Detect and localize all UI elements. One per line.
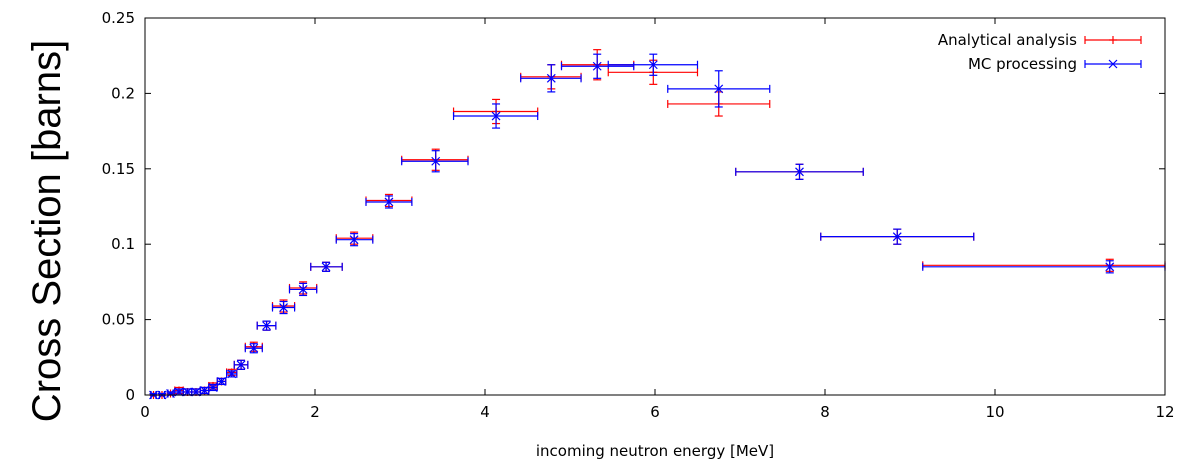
x-tick-label: 6 (650, 403, 660, 421)
x-tick-label: 12 (1155, 403, 1174, 421)
data-point (256, 320, 277, 331)
data-point (452, 103, 539, 129)
legend: Analytical analysis MC processing (938, 31, 1142, 73)
legend-symbol (1084, 36, 1142, 44)
data-point (216, 377, 227, 386)
x-tick-label: 10 (985, 403, 1004, 421)
data-point (520, 64, 582, 93)
y-tick-label: 0.2 (111, 84, 135, 102)
legend-label: Analytical analysis (938, 31, 1077, 49)
data-point (667, 70, 771, 108)
data-point (244, 343, 263, 354)
y-tick-label: 0.1 (111, 235, 135, 253)
data-point (922, 260, 1166, 274)
data-point (208, 383, 218, 392)
x-tick-label: 8 (820, 403, 830, 421)
data-point (310, 261, 343, 272)
data-point (233, 359, 249, 370)
legend-symbol (1084, 59, 1142, 69)
data-point (365, 195, 413, 209)
data-point (560, 53, 635, 79)
x-tick-label: 4 (480, 403, 490, 421)
y-tick-label: 0.25 (102, 9, 135, 27)
data-point (288, 282, 318, 297)
y-tick-label: 0.15 (102, 160, 135, 178)
x-tick-label: 2 (310, 403, 320, 421)
y-tick-label: 0 (125, 386, 135, 404)
data-point (820, 228, 975, 245)
data-point (607, 53, 699, 76)
data-point (199, 386, 210, 395)
data-point (271, 300, 296, 315)
y-axis-label: Cross Section [barns] (25, 40, 69, 422)
x-axis-label: incoming neutron energy [MeV] (536, 442, 774, 460)
data-point (735, 163, 864, 180)
legend-item: MC processing (968, 55, 1142, 73)
data-point (335, 233, 374, 247)
data-point (226, 369, 238, 379)
legend-label: MC processing (968, 55, 1077, 73)
legend-item: Analytical analysis (938, 31, 1142, 49)
data-point (401, 150, 469, 173)
y-tick-label: 0.05 (102, 311, 135, 329)
x-tick-label: 0 (140, 403, 150, 421)
plot-frame (144, 17, 1166, 396)
